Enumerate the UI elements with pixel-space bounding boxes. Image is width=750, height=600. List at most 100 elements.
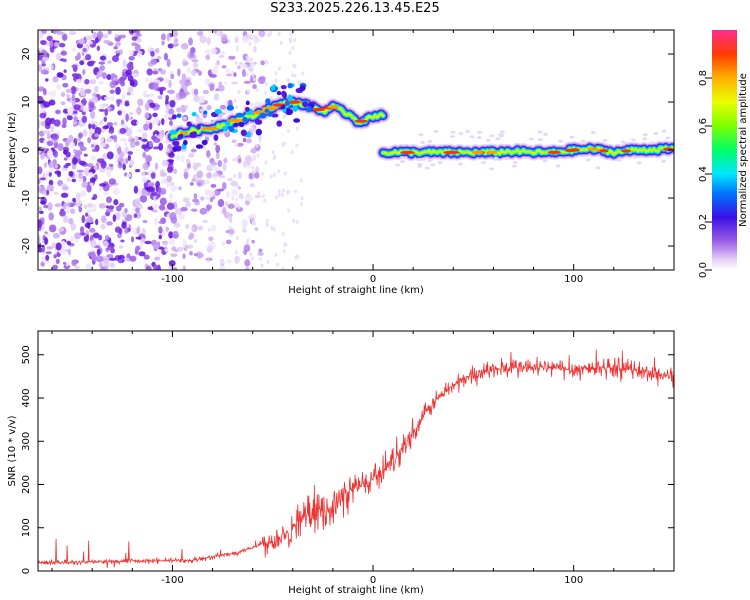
- noise-speck: [180, 206, 188, 212]
- noise-speck: [60, 101, 66, 106]
- noise-speck: [160, 33, 166, 41]
- upper-ridge-peak: [261, 106, 279, 110]
- noise-speck: [142, 151, 147, 158]
- noise-speck: [122, 59, 127, 68]
- noise-speck: [111, 55, 120, 62]
- noise-speck: [159, 171, 167, 178]
- haze-speck: [495, 137, 501, 141]
- noise-speck: [243, 35, 247, 40]
- noise-speck: [226, 73, 233, 77]
- noise-speck: [89, 227, 96, 233]
- noise-speck: [71, 259, 77, 267]
- noise-speck: [79, 226, 85, 234]
- noise-speck: [99, 55, 107, 61]
- noise-speck: [63, 215, 69, 224]
- noise-speck: [65, 139, 71, 146]
- ridge-blob: [292, 105, 298, 112]
- noise-speck: [59, 210, 67, 217]
- noise-speck: [63, 261, 67, 265]
- noise-speck: [299, 201, 303, 206]
- noise-speck: [176, 246, 184, 252]
- noise-speck: [62, 82, 69, 88]
- noise-speck: [199, 35, 207, 44]
- noise-speck: [231, 81, 238, 85]
- noise-speck: [189, 251, 193, 256]
- noise-speck: [174, 37, 179, 43]
- noise-speck: [219, 30, 224, 38]
- noise-speck: [171, 30, 179, 38]
- noise-speck: [164, 113, 169, 119]
- noise-speck: [234, 36, 239, 44]
- noise-speck: [191, 59, 199, 63]
- noise-speck: [212, 173, 220, 177]
- snr-panel: -100 0 100 0 100 200 300 400 500 Height of stra…: [7, 330, 675, 596]
- noise-speck: [228, 214, 233, 224]
- noise-speck: [50, 64, 55, 70]
- colorbar-tick-label-4: 0.8: [698, 70, 709, 86]
- noise-speck: [165, 226, 170, 232]
- ridge-blob: [242, 116, 248, 122]
- ridge-blob: [306, 105, 312, 113]
- noise-speck: [38, 210, 44, 214]
- noise-speck: [204, 78, 210, 86]
- noise-speck: [108, 205, 115, 210]
- noise-speck: [105, 137, 114, 143]
- noise-speck: [63, 164, 69, 169]
- noise-speck: [87, 40, 93, 45]
- noise-speck: [94, 133, 99, 137]
- noise-speck: [60, 183, 67, 187]
- noise-speck: [255, 87, 259, 92]
- spectrogram-noise: [38, 30, 305, 270]
- noise-speck: [182, 116, 188, 121]
- noise-speck: [45, 251, 52, 255]
- noise-speck: [164, 78, 170, 85]
- noise-speck: [233, 174, 237, 179]
- noise-speck: [115, 211, 121, 221]
- noise-speck: [68, 170, 74, 177]
- noise-speck: [258, 30, 266, 38]
- noise-speck: [142, 162, 149, 171]
- noise-speck: [264, 81, 268, 86]
- ridge-blob: [172, 140, 180, 146]
- noise-speck: [161, 118, 165, 126]
- noise-speck: [182, 197, 190, 203]
- noise-speck: [199, 207, 208, 215]
- noise-speck: [148, 122, 153, 130]
- noise-speck: [154, 217, 159, 226]
- noise-speck: [183, 168, 189, 173]
- noise-speck: [263, 90, 267, 95]
- noise-speck: [84, 88, 92, 94]
- noise-speck: [260, 60, 265, 66]
- noise-speck: [63, 69, 67, 73]
- noise-speck: [246, 192, 250, 197]
- noise-speck: [80, 92, 86, 97]
- noise-speck: [72, 123, 78, 127]
- noise-speck: [231, 70, 235, 75]
- noise-speck: [124, 207, 128, 214]
- noise-speck: [40, 40, 47, 46]
- ridge-blob: [302, 101, 309, 108]
- noise-speck: [209, 197, 214, 203]
- noise-speck: [75, 79, 82, 84]
- noise-speck: [46, 35, 53, 42]
- noise-speck: [166, 33, 171, 42]
- noise-speck: [109, 89, 115, 94]
- noise-speck: [163, 243, 168, 246]
- colorbar-tick-label-2: 0.4: [698, 166, 709, 182]
- noise-speck: [108, 257, 117, 261]
- noise-speck: [125, 69, 132, 75]
- noise-speck: [53, 150, 59, 158]
- noise-speck: [219, 104, 227, 110]
- noise-speck: [215, 62, 221, 66]
- noise-speck: [102, 103, 109, 107]
- noise-speck: [153, 244, 160, 250]
- noise-speck: [92, 31, 97, 39]
- noise-speck: [170, 216, 178, 224]
- noise-speck: [69, 208, 76, 215]
- noise-speck: [88, 120, 97, 125]
- snr-y-tick-label-1: 100: [21, 518, 32, 537]
- noise-speck: [288, 50, 292, 55]
- noise-speck: [290, 150, 294, 155]
- noise-speck: [254, 195, 262, 199]
- lower-ridge-peak: [400, 150, 415, 155]
